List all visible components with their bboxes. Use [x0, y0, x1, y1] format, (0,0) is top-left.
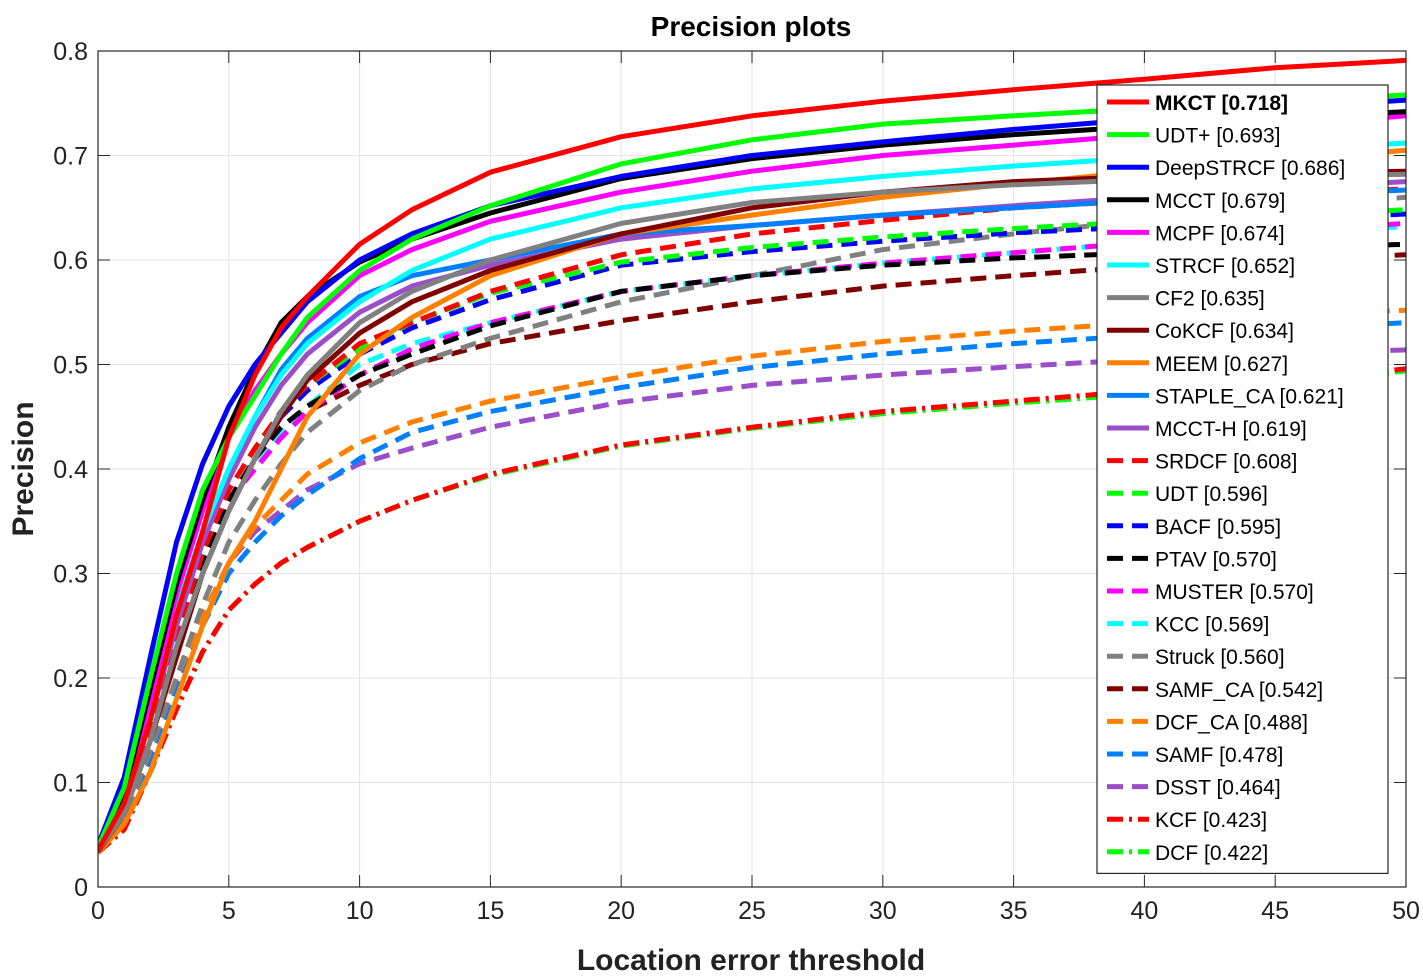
- series-line-23: [98, 366, 1406, 855]
- y-tick-label: 0.1: [53, 770, 88, 798]
- y-tick-label: 0.5: [53, 352, 88, 380]
- legend-box: [1096, 84, 1389, 875]
- legend-entry: SAMF_CA [0.542]: [1155, 679, 1323, 702]
- series-group: [98, 57, 1406, 855]
- legend-entry: KCF [0.423]: [1155, 809, 1267, 832]
- legend-entry: PTAV [0.570]: [1155, 548, 1277, 571]
- legend-entry: BACF [0.595]: [1155, 516, 1281, 539]
- legend-entry: Struck [0.560]: [1155, 646, 1285, 669]
- legend-entry: DCF [0.422]: [1155, 842, 1268, 865]
- legend-entry: UDT [0.596]: [1155, 483, 1268, 506]
- series-layer: [98, 57, 1406, 855]
- series-line-2: [98, 92, 1406, 849]
- x-tick-label: 0: [91, 897, 105, 925]
- x-tick-label: 35: [1000, 897, 1028, 925]
- y-tick-label: 0.2: [53, 665, 88, 693]
- x-tick-label: 25: [738, 897, 766, 925]
- x-tick-label: 30: [869, 897, 897, 925]
- series-line-7: [98, 171, 1406, 852]
- y-tick-label: 0.3: [53, 561, 88, 589]
- series-line-1: [98, 57, 1406, 852]
- series-line-3: [98, 97, 1406, 847]
- x-axis-label: Location error threshold: [577, 944, 925, 977]
- legend-entry: CF2 [0.635]: [1155, 288, 1265, 311]
- legend-entry: MUSTER [0.570]: [1155, 581, 1314, 604]
- y-axis: 0 0.1 0.2 0.3 0.4 0.5 0.6 0.7 0.8: [53, 38, 1406, 902]
- legend-entry: MCCT [0.679]: [1155, 190, 1285, 213]
- series-line-22: [98, 347, 1406, 854]
- x-tick-label: 50: [1392, 897, 1420, 925]
- y-tick-label: 0.8: [53, 38, 88, 66]
- legend-entry: UDT+ [0.693]: [1155, 125, 1280, 148]
- legend-entry: SRDCF [0.608]: [1155, 451, 1297, 474]
- legend: MKCT [0.718] UDT+ [0.693] DeepSTRCF [0.686…: [1096, 84, 1389, 875]
- legend-entry: MEEM [0.627]: [1155, 353, 1288, 376]
- legend-entry: CoKCF [0.634]: [1155, 320, 1294, 343]
- legend-entry: MCPF [0.674]: [1155, 222, 1285, 245]
- legend-entry: DeepSTRCF [0.686]: [1155, 157, 1345, 180]
- series-line-18: [98, 194, 1406, 854]
- legend-entry: STAPLE_CA [0.621]: [1155, 385, 1344, 408]
- legend-entry: DSST [0.464]: [1155, 777, 1281, 800]
- legend-entry: SAMF [0.478]: [1155, 744, 1283, 767]
- x-tick-label: 45: [1261, 897, 1289, 925]
- x-tick-label: 40: [1130, 897, 1158, 925]
- x-tick-label: 5: [222, 897, 236, 925]
- legend-entry: KCC [0.569]: [1155, 614, 1269, 637]
- series-line-20: [98, 307, 1406, 854]
- x-tick-label: 20: [607, 897, 635, 925]
- series-line-8: [98, 168, 1406, 853]
- legend-entry: DCF_CA [0.488]: [1155, 711, 1308, 734]
- series-line-21: [98, 320, 1406, 854]
- y-axis-label: Precision: [7, 401, 40, 536]
- legend-entry: MKCT [0.718]: [1155, 92, 1288, 115]
- y-tick-label: 0.4: [53, 456, 88, 484]
- legend-entry: STRCF [0.652]: [1155, 255, 1295, 278]
- x-axis: 0 5 10 15 20 25 30 35 40 45 50: [91, 51, 1420, 925]
- y-tick-label: 0.6: [53, 247, 88, 275]
- x-tick-label: 15: [476, 897, 504, 925]
- series-line-5: [98, 113, 1406, 852]
- y-tick-label: 0.7: [53, 143, 88, 171]
- legend-entry: MCCT-H [0.619]: [1155, 418, 1307, 441]
- x-tick-label: 10: [346, 897, 374, 925]
- y-tick-label: 0: [74, 874, 88, 902]
- chart-title: Precision plots: [651, 11, 852, 42]
